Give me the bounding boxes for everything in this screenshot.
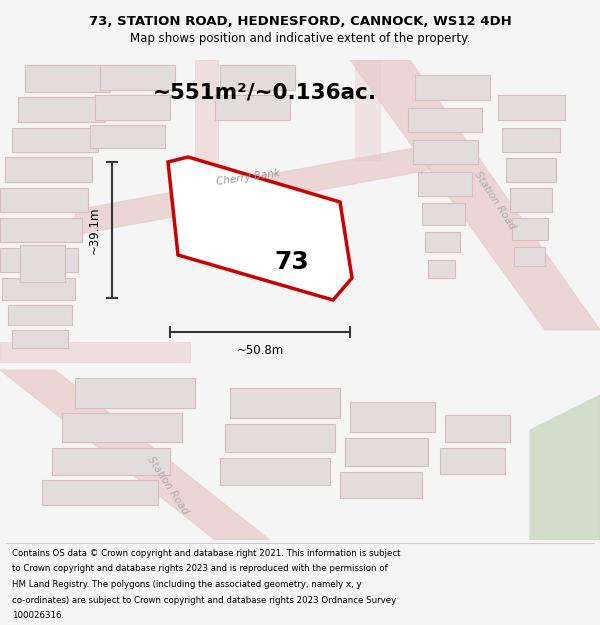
Polygon shape bbox=[230, 388, 340, 418]
Text: Station Road: Station Road bbox=[146, 454, 190, 516]
Polygon shape bbox=[0, 342, 190, 362]
Polygon shape bbox=[422, 203, 465, 225]
Text: HM Land Registry. The polygons (including the associated geometry, namely x, y: HM Land Registry. The polygons (includin… bbox=[12, 580, 362, 589]
Text: to Crown copyright and database rights 2023 and is reproduced with the permissio: to Crown copyright and database rights 2… bbox=[12, 564, 388, 573]
Text: Station Road: Station Road bbox=[473, 169, 517, 231]
Polygon shape bbox=[195, 60, 218, 230]
Polygon shape bbox=[425, 232, 460, 252]
Polygon shape bbox=[0, 188, 88, 212]
Polygon shape bbox=[8, 305, 72, 325]
Polygon shape bbox=[0, 218, 82, 242]
Polygon shape bbox=[502, 128, 560, 152]
Polygon shape bbox=[75, 378, 195, 408]
Polygon shape bbox=[0, 370, 270, 540]
Polygon shape bbox=[5, 157, 92, 182]
Text: Map shows position and indicative extent of the property.: Map shows position and indicative extent… bbox=[130, 32, 470, 45]
Polygon shape bbox=[168, 157, 352, 300]
Polygon shape bbox=[415, 75, 490, 100]
Text: Contains OS data © Crown copyright and database right 2021. This information is : Contains OS data © Crown copyright and d… bbox=[12, 549, 401, 558]
Polygon shape bbox=[25, 65, 110, 92]
Polygon shape bbox=[350, 60, 600, 330]
Polygon shape bbox=[428, 260, 455, 278]
Text: ~551m²/~0.136ac.: ~551m²/~0.136ac. bbox=[153, 82, 377, 102]
Text: 73, STATION ROAD, HEDNESFORD, CANNOCK, WS12 4DH: 73, STATION ROAD, HEDNESFORD, CANNOCK, W… bbox=[89, 15, 511, 28]
Text: ~39.1m: ~39.1m bbox=[88, 206, 101, 254]
Polygon shape bbox=[75, 145, 430, 235]
Text: 100026316.: 100026316. bbox=[12, 611, 64, 621]
Text: co-ordinates) are subject to Crown copyright and database rights 2023 Ordnance S: co-ordinates) are subject to Crown copyr… bbox=[12, 596, 396, 604]
Polygon shape bbox=[220, 458, 330, 485]
Polygon shape bbox=[340, 472, 422, 498]
Polygon shape bbox=[512, 218, 548, 240]
Polygon shape bbox=[52, 448, 170, 475]
Polygon shape bbox=[345, 438, 428, 466]
Polygon shape bbox=[350, 402, 435, 432]
Polygon shape bbox=[95, 95, 170, 120]
Polygon shape bbox=[413, 140, 478, 164]
Polygon shape bbox=[530, 395, 600, 540]
Polygon shape bbox=[90, 125, 165, 148]
Polygon shape bbox=[62, 413, 182, 442]
Text: ~50.8m: ~50.8m bbox=[236, 344, 284, 356]
Polygon shape bbox=[445, 415, 510, 442]
Text: 73: 73 bbox=[275, 250, 310, 274]
Polygon shape bbox=[514, 247, 545, 266]
Text: Cherry Bank: Cherry Bank bbox=[215, 169, 281, 187]
Polygon shape bbox=[225, 424, 335, 452]
Polygon shape bbox=[355, 60, 380, 160]
Polygon shape bbox=[12, 128, 98, 152]
Polygon shape bbox=[408, 108, 482, 132]
Polygon shape bbox=[220, 65, 295, 90]
Polygon shape bbox=[42, 480, 158, 505]
Polygon shape bbox=[2, 278, 75, 300]
Polygon shape bbox=[498, 95, 565, 120]
Polygon shape bbox=[440, 448, 505, 474]
Polygon shape bbox=[100, 65, 175, 90]
Polygon shape bbox=[12, 330, 68, 348]
Polygon shape bbox=[20, 245, 65, 282]
Polygon shape bbox=[215, 95, 290, 120]
Polygon shape bbox=[18, 97, 105, 122]
Polygon shape bbox=[510, 188, 552, 212]
Polygon shape bbox=[418, 172, 472, 196]
Polygon shape bbox=[0, 248, 78, 272]
Polygon shape bbox=[506, 158, 556, 182]
